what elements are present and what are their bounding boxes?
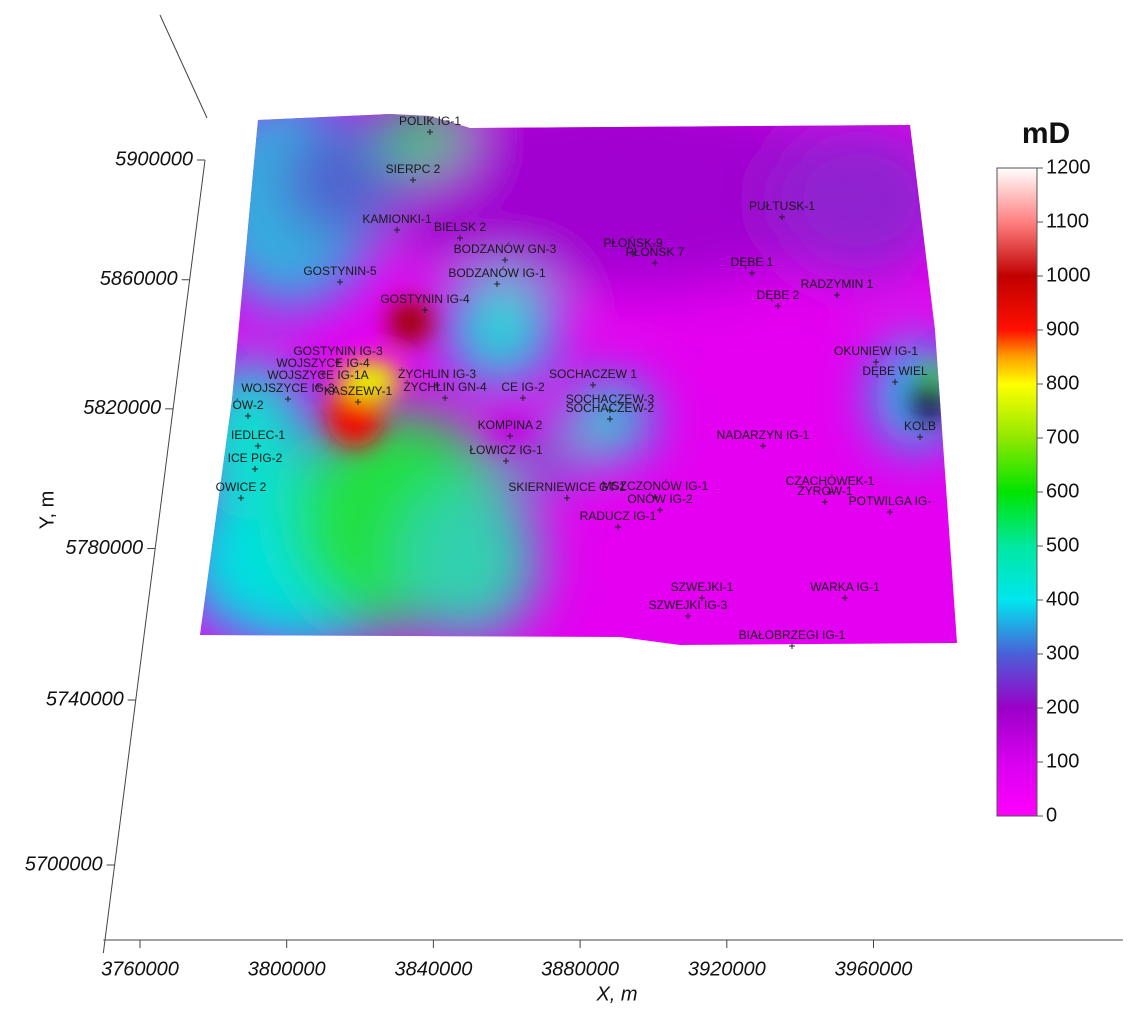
well-label: ÓW-2 xyxy=(232,397,263,412)
well-label: BODZANÓW IG-1 xyxy=(448,265,546,280)
colorbar xyxy=(997,168,1037,816)
y-tick-label: 5820000 xyxy=(83,397,161,419)
well-label: SIERPC 2 xyxy=(386,162,441,176)
x-axis-label: X, m xyxy=(595,983,637,1005)
colorbar-tick-label: 200 xyxy=(1046,696,1079,718)
y-tick-label: 5900000 xyxy=(115,148,193,170)
y-tick-label: 5860000 xyxy=(100,268,178,290)
well-label: ONÓW IG-2 xyxy=(627,491,693,506)
well-label: CE IG-2 xyxy=(501,380,545,394)
well-label: OWICE 2 xyxy=(216,480,267,494)
well-label: RADZYMIN 1 xyxy=(801,277,874,291)
well-label: PUŁTUSK-1 xyxy=(749,199,815,213)
well-label: GOSTYNIN-5 xyxy=(303,264,377,278)
colorbar-tick-label: 300 xyxy=(1046,642,1079,664)
colorbar-tick-label: 800 xyxy=(1046,372,1079,394)
well-label: WARKA IG-1 xyxy=(810,580,880,594)
well-label: KOLB xyxy=(904,419,936,433)
colorbar-tick-label: 600 xyxy=(1046,480,1079,502)
well-label: ICE PIG-2 xyxy=(228,451,283,465)
x-tick-label: 3960000 xyxy=(835,958,913,980)
well-label: OKUNIEW IG-1 xyxy=(834,344,918,358)
x-tick-label: 3920000 xyxy=(688,958,766,980)
z-axis-line xyxy=(160,15,207,118)
x-tick-label: 3800000 xyxy=(248,958,326,980)
colorbar-tick-label: 100 xyxy=(1046,750,1079,772)
well-label: POTWILGA IG- xyxy=(849,494,932,508)
well-label: POLIK IG-1 xyxy=(399,114,461,128)
colorbar-tick-label: 0 xyxy=(1046,804,1057,826)
well-label: KAMIONKI-1 xyxy=(362,212,432,226)
colorbar-tick-label: 1200 xyxy=(1046,156,1091,178)
well-label: GOSTYNIN IG-4 xyxy=(380,292,470,306)
x-tick-label: 3880000 xyxy=(541,958,619,980)
well-label: MSZCZONÓW IG-1 xyxy=(602,478,709,493)
colorbar-tick-label: 900 xyxy=(1046,318,1079,340)
well-label: WOJSZYCE IG-3 xyxy=(241,381,335,395)
well-label: BIAŁOBRZEGI IG-1 xyxy=(739,628,846,642)
y-axis-label: Y, m xyxy=(36,491,58,530)
well-label: ŻYRÓW-1 xyxy=(797,483,852,498)
well-label: RADUCZ IG-1 xyxy=(580,509,657,523)
well-label: NADARZYN IG-1 xyxy=(717,428,810,442)
colorbar-tick-label: 1100 xyxy=(1046,210,1089,232)
well-label: KASZEWY-1 xyxy=(324,384,393,398)
well-label: DĘBE 2 xyxy=(757,288,800,302)
well-label: BIELSK 2 xyxy=(434,220,486,234)
well-label: DĘBE 1 xyxy=(731,255,774,269)
y-tick-label: 5700000 xyxy=(25,853,103,875)
y-tick-label: 5740000 xyxy=(46,688,124,710)
x-tick-label: 3760000 xyxy=(101,958,179,980)
well-label: SOCHACZEW 1 xyxy=(549,367,637,381)
well-label: BODZANÓW GN-3 xyxy=(454,241,557,256)
colorbar-tick-label: 700 xyxy=(1046,426,1079,448)
well-label: SZWEJKI IG-3 xyxy=(649,598,728,612)
well-label: PŁOŃSK 7 xyxy=(626,244,685,259)
well-label: SZWEJKI-1 xyxy=(671,580,734,594)
well-label: DĘBE WIEL xyxy=(862,364,928,378)
x-tick-label: 3840000 xyxy=(394,958,472,980)
chart: POLIK IG-1 SIERPC 2 KAMIONKI-1BIELSK 2 BODZ… xyxy=(0,0,1129,1010)
well-label: SOCHACZEW-2 xyxy=(566,401,655,415)
colorbar-tick-label: 400 xyxy=(1046,588,1079,610)
well-label: ŁOWICZ IG-1 xyxy=(469,443,543,457)
colorbar-tick-label: 500 xyxy=(1046,534,1079,556)
well-label: ŻYCHLIN IG-3 xyxy=(398,367,476,381)
y-tick-label: 5780000 xyxy=(65,537,143,559)
well-label: WOJSZYCE IG-1A xyxy=(267,368,368,382)
well-label: KOMPINA 2 xyxy=(478,418,543,432)
well-label: ŻYCHLIN GN-4 xyxy=(403,380,487,394)
colorbar-title: mD xyxy=(1022,117,1070,150)
well-label: IEDLEC-1 xyxy=(231,428,285,442)
colorbar-tick-label: 1000 xyxy=(1046,264,1091,286)
